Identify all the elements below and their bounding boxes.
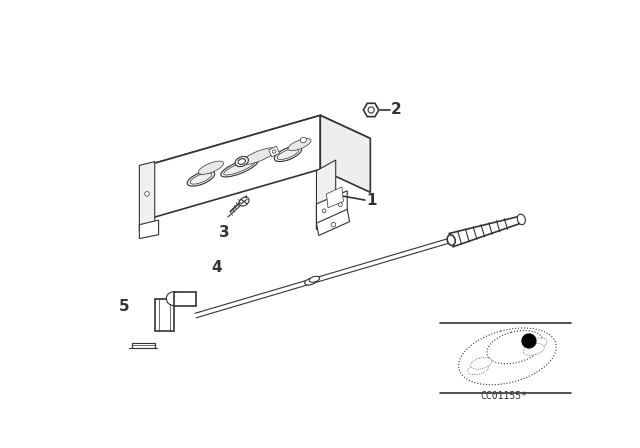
Text: 3: 3 [219, 225, 229, 241]
Ellipse shape [331, 222, 336, 227]
Polygon shape [326, 187, 344, 208]
Polygon shape [316, 160, 336, 229]
Ellipse shape [223, 160, 255, 175]
Text: 4: 4 [211, 260, 221, 275]
Ellipse shape [468, 363, 489, 375]
Polygon shape [316, 209, 349, 236]
Text: CC01155*: CC01155* [481, 391, 528, 401]
Circle shape [522, 334, 536, 348]
Polygon shape [449, 216, 522, 247]
Ellipse shape [145, 192, 149, 196]
Polygon shape [155, 299, 174, 331]
Ellipse shape [526, 338, 547, 350]
Polygon shape [140, 220, 159, 238]
Ellipse shape [198, 161, 223, 174]
Ellipse shape [309, 276, 319, 282]
Text: 2: 2 [391, 103, 402, 117]
Ellipse shape [300, 137, 307, 143]
Ellipse shape [241, 148, 276, 164]
Ellipse shape [238, 159, 246, 164]
Polygon shape [147, 116, 320, 220]
Ellipse shape [368, 107, 374, 113]
Ellipse shape [277, 148, 299, 159]
Polygon shape [316, 191, 348, 229]
Ellipse shape [235, 156, 248, 167]
Polygon shape [269, 146, 280, 157]
Polygon shape [364, 103, 379, 116]
Ellipse shape [166, 292, 182, 306]
Polygon shape [132, 343, 155, 348]
Ellipse shape [221, 159, 258, 177]
Ellipse shape [305, 278, 317, 285]
Text: 5: 5 [118, 299, 129, 314]
Ellipse shape [470, 358, 492, 369]
Polygon shape [147, 116, 371, 189]
Ellipse shape [339, 203, 342, 207]
Ellipse shape [517, 214, 525, 225]
Ellipse shape [190, 173, 212, 184]
Ellipse shape [524, 344, 544, 355]
Ellipse shape [188, 171, 214, 186]
Ellipse shape [272, 150, 276, 153]
Ellipse shape [288, 138, 311, 151]
Ellipse shape [239, 197, 249, 206]
Polygon shape [320, 116, 371, 192]
Ellipse shape [487, 331, 543, 364]
Polygon shape [174, 292, 196, 306]
Text: 1: 1 [367, 193, 377, 207]
Ellipse shape [459, 328, 556, 385]
Ellipse shape [447, 235, 455, 246]
Ellipse shape [322, 209, 326, 213]
Ellipse shape [274, 146, 301, 162]
Polygon shape [140, 162, 155, 231]
